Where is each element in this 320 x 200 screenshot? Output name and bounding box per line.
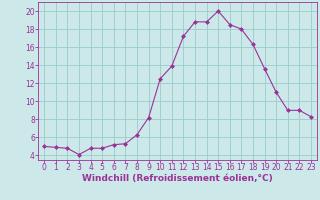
- X-axis label: Windchill (Refroidissement éolien,°C): Windchill (Refroidissement éolien,°C): [82, 174, 273, 183]
